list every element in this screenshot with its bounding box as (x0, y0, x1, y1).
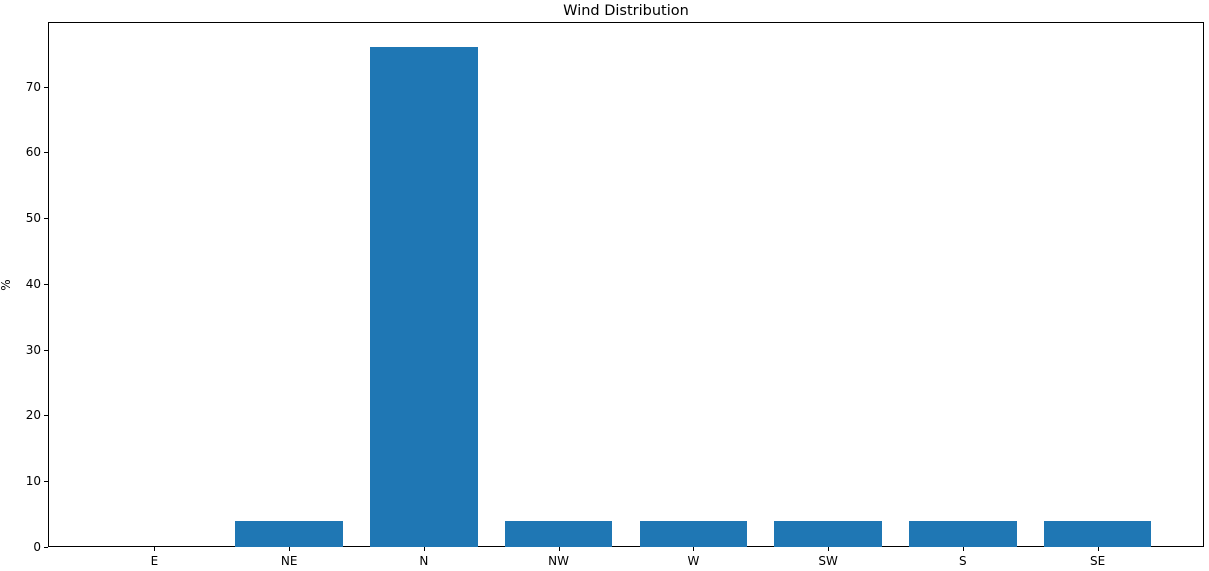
y-tick-label-60: 60 (25, 145, 41, 160)
bar-N (370, 47, 478, 547)
y-tick-label-10: 10 (25, 474, 41, 489)
y-tick-mark-70 (44, 86, 48, 88)
y-tick-mark-0 (44, 547, 48, 548)
x-tick-label-N: N (419, 554, 429, 568)
y-tick-mark-20 (44, 415, 48, 417)
x-tick-label-NW: NW (548, 554, 570, 568)
x-tick-label-W: W (687, 554, 700, 568)
y-tick-mark-50 (44, 218, 48, 220)
x-tick-mark-NE (289, 547, 291, 551)
y-tick-label-40: 40 (25, 276, 41, 291)
x-tick-mark-NW (558, 547, 560, 551)
y-tick-mark-30 (44, 349, 48, 351)
x-tick-mark-W (693, 547, 695, 551)
x-tick-mark-SW (828, 547, 830, 551)
bar-SE (1043, 520, 1152, 547)
bar-NE (235, 520, 344, 547)
y-tick-label-70: 70 (25, 79, 41, 94)
x-tick-label-S: S (958, 554, 967, 568)
x-tick-mark-SE (1097, 547, 1099, 551)
plot-area (48, 22, 1204, 547)
x-tick-mark-E (154, 547, 156, 551)
y-tick-label-50: 50 (25, 211, 41, 226)
x-tick-mark-N (423, 547, 425, 551)
x-tick-label-SE: SE (1089, 554, 1106, 568)
y-tick-label-20: 20 (25, 408, 41, 423)
bar-W (639, 520, 748, 547)
bar-S (908, 520, 1017, 547)
bar-NW (504, 520, 613, 547)
x-tick-label-SW: SW (818, 554, 838, 568)
x-tick-label-E: E (150, 554, 159, 568)
y-tick-label-30: 30 (25, 342, 41, 357)
chart-title: Wind Distribution (563, 3, 689, 19)
x-tick-mark-S (962, 547, 964, 551)
y-tick-mark-60 (44, 152, 48, 154)
y-tick-label-0: 0 (33, 540, 41, 554)
y-tick-mark-40 (44, 283, 48, 285)
bars-layer (48, 22, 1204, 547)
y-tick-mark-10 (44, 481, 48, 483)
bar-SW (774, 520, 882, 547)
x-tick-label-NE: NE (280, 554, 298, 568)
